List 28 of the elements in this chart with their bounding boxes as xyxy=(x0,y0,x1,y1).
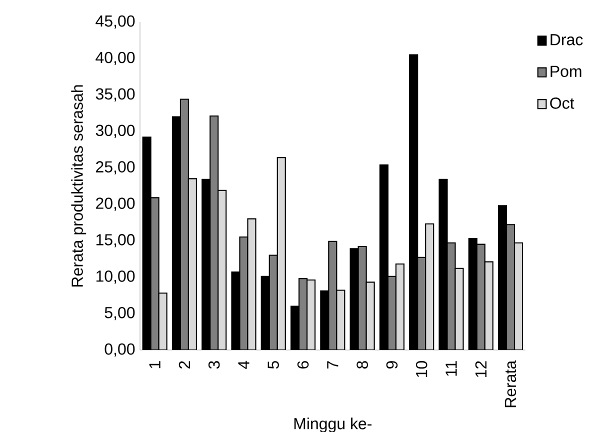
x-tick-label: 5 xyxy=(268,361,279,369)
x-tick-label: 8 xyxy=(356,361,368,369)
y-tick-label: 15,00 xyxy=(96,234,135,248)
y-tick-label: 10,00 xyxy=(96,270,135,284)
y-tick-label: 25,00 xyxy=(96,161,135,174)
x-tick-label: 2 xyxy=(178,361,190,369)
y-tick-label: 20,00 xyxy=(96,198,135,211)
y-tick-label: 45,00 xyxy=(96,15,135,29)
x-tick-label: 10 xyxy=(416,361,428,377)
x-tick-label: 9 xyxy=(386,361,398,369)
x-tick-label: 1 xyxy=(149,361,160,368)
y-tick-label: 5,00 xyxy=(104,306,135,320)
y-tick-label: 35,00 xyxy=(96,88,135,102)
y-tick-label: 30,00 xyxy=(96,124,135,138)
x-tick-label: 11 xyxy=(446,361,457,376)
x-tick-label: 12 xyxy=(475,361,486,377)
legend-label: Oct xyxy=(550,98,574,109)
y-tick-label: 0,00 xyxy=(104,343,135,357)
legend-label: Drac xyxy=(550,34,583,46)
x-axis-title: Minggu ke- xyxy=(294,418,372,432)
x-tick-label: 6 xyxy=(297,361,309,368)
y-axis-title: Rerata produktivitas serasah xyxy=(71,85,86,287)
x-tick-label: 4 xyxy=(238,360,250,369)
x-tick-label: 7 xyxy=(327,361,338,368)
x-tick-label: 3 xyxy=(208,361,220,369)
legend-label: Pom xyxy=(550,66,582,77)
y-tick-label: 40,00 xyxy=(96,52,135,66)
x-tick-label: Rerata xyxy=(504,360,516,408)
